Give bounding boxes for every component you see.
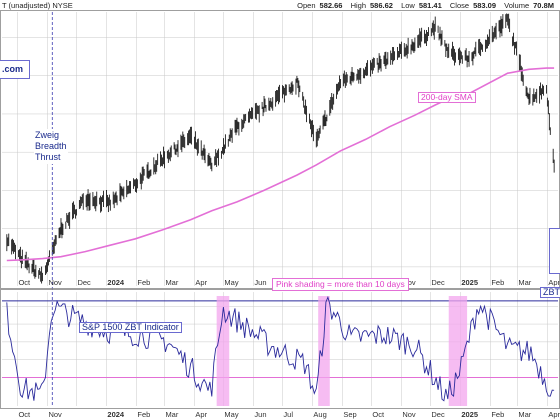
price-x-tick-label: Feb bbox=[137, 278, 150, 287]
zbt-right-label: ZBT bbox=[540, 287, 560, 298]
volume-label: Volume bbox=[504, 1, 530, 10]
indicator-line-group bbox=[6, 295, 555, 402]
indicator-x-tick-label: Aug bbox=[313, 410, 326, 419]
indicator-shade-period bbox=[318, 296, 330, 406]
indicator-shading bbox=[216, 296, 468, 406]
right-annotation-box bbox=[549, 228, 560, 274]
exchange-label: NYSE bbox=[52, 1, 73, 10]
indicator-x-tick-label: May bbox=[224, 410, 238, 419]
price-x-tick-label: Jun bbox=[254, 278, 266, 287]
indicator-x-tick-label: 2024 bbox=[107, 410, 125, 419]
indicator-x-tick-label: Oct bbox=[18, 410, 31, 419]
indicator-x-tick-label: Mar bbox=[165, 410, 178, 419]
indicator-x-tick-label: Apr bbox=[548, 410, 560, 419]
indicator-x-tick-label: Jul bbox=[283, 410, 293, 419]
price-x-tick-label: Nov bbox=[402, 278, 416, 287]
open-label: Open bbox=[297, 1, 316, 10]
price-x-tick-label: Mar bbox=[165, 278, 178, 287]
price-x-tick-label: Mar bbox=[518, 278, 531, 287]
price-panel-grid bbox=[2, 12, 558, 286]
symbol-title: T (unadjusted) bbox=[2, 1, 51, 10]
zbt-indicator-label: S&P 1500 ZBT Indicator bbox=[79, 322, 182, 333]
indicator-x-tick-label: Jun bbox=[254, 410, 266, 419]
price-x-tick-label: Feb bbox=[491, 278, 504, 287]
indicator-panel-grid bbox=[2, 292, 558, 406]
low-value: 581.41 bbox=[418, 1, 442, 10]
volume-value: 70.8M bbox=[533, 1, 554, 10]
indicator-x-tick-label: 2025 bbox=[461, 410, 478, 419]
indicator-x-tick-label: Nov bbox=[402, 410, 416, 419]
price-x-tick-label: Dec bbox=[431, 278, 445, 287]
close-value: 583.09 bbox=[473, 1, 497, 10]
indicator-x-axis-labels: Oct Nov 2024 Feb Mar Apr May Jun Jul Aug Sep Oct Nov… bbox=[18, 410, 560, 419]
source-url-box: .com bbox=[0, 60, 31, 79]
zbt-indicator-line bbox=[6, 295, 555, 402]
price-x-tick-label: Apr bbox=[195, 278, 207, 287]
indicator-x-tick-label: Apr bbox=[195, 410, 207, 419]
price-x-tick-label: 2024 bbox=[107, 278, 125, 287]
pink-shading-note: Pink shading = more than 10 days bbox=[272, 278, 409, 291]
indicator-x-tick-label: Dec bbox=[431, 410, 445, 419]
indicator-x-tick-label: Feb bbox=[137, 410, 150, 419]
price-x-tick-label: May bbox=[224, 278, 238, 287]
indicator-shade-period bbox=[448, 296, 468, 406]
price-x-tick-label: Oct bbox=[18, 278, 31, 287]
price-bars bbox=[6, 13, 555, 284]
indicator-panel-border bbox=[0, 289, 560, 409]
indicator-x-tick-label: Sep bbox=[343, 410, 356, 419]
close-label: Close bbox=[449, 1, 470, 10]
indicator-x-tick-label: Nov bbox=[48, 410, 62, 419]
zweig-breadth-thrust-label: Zweig Breadth Thrust bbox=[34, 129, 68, 164]
price-x-tick-label: 2025 bbox=[461, 278, 478, 287]
high-label: High bbox=[350, 1, 367, 10]
open-value: 582.66 bbox=[319, 1, 343, 10]
high-value: 586.62 bbox=[370, 1, 393, 10]
low-label: Low bbox=[401, 1, 415, 10]
indicator-x-tick-label: Mar bbox=[518, 410, 531, 419]
sma-label: 200-day SMA bbox=[418, 92, 476, 103]
ohlcv-readout: Open 582.66 High 586.62 Low 581.41 Close 583… bbox=[291, 0, 554, 12]
indicator-shade-period bbox=[216, 296, 230, 406]
price-x-tick-label: Apr bbox=[548, 278, 560, 287]
indicator-x-tick-label: Feb bbox=[491, 410, 504, 419]
price-x-tick-label: Dec bbox=[77, 278, 91, 287]
price-x-tick-label: Nov bbox=[48, 278, 62, 287]
indicator-x-tick-label: Oct bbox=[372, 410, 385, 419]
chart-symbol-header: T (unadjusted) NYSE bbox=[2, 0, 73, 12]
